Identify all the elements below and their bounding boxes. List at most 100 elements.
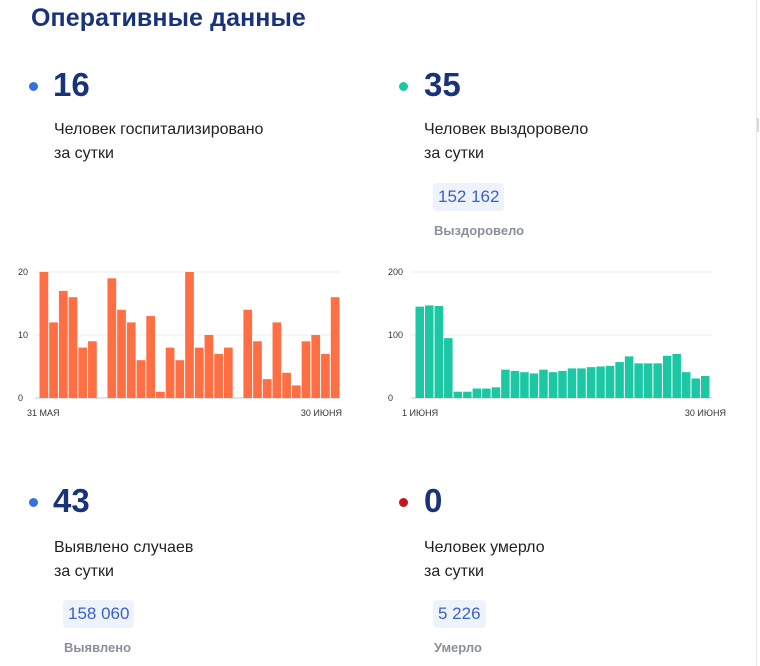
recov-bar	[634, 363, 643, 398]
recov-bar	[653, 363, 662, 398]
recov-bar	[482, 388, 491, 398]
hosp-bar	[107, 278, 117, 398]
detected-caption: Выявлено случаев за сутки	[54, 536, 193, 584]
died-caption-line1: Человек умерло	[424, 539, 545, 556]
hosp-bar	[272, 322, 282, 398]
recov-bar	[472, 388, 482, 398]
hosp-bar	[165, 347, 175, 398]
recovered-dot	[399, 82, 408, 91]
recov-bar	[700, 375, 710, 398]
hosp-bar	[126, 322, 136, 398]
hosp-bar	[58, 290, 68, 398]
recov-bar	[520, 372, 529, 398]
hosp-ytick-label: 20	[18, 267, 28, 277]
recov-bar	[662, 355, 672, 398]
detected-total-label: Выявлено	[64, 640, 132, 655]
hosp-bar	[262, 379, 272, 398]
hosp-bar	[291, 385, 301, 398]
hosp-xtick-start: 31 МАЯ	[27, 408, 60, 418]
hosp-bar	[117, 309, 126, 398]
recov-bar	[425, 305, 434, 398]
hosp-bar	[39, 272, 49, 398]
hosp-bar	[136, 360, 146, 398]
hosp-bar	[78, 347, 88, 398]
hosp-bar	[49, 322, 58, 398]
hosp-xtick-end: 30 ИЮНЯ	[301, 408, 342, 418]
hosp-bar	[185, 272, 194, 398]
hospitalized-bar-chart: 0 10 20 31 МАЯ 30 ИЮНЯ	[18, 267, 342, 418]
recov-bar	[567, 368, 577, 398]
recov-bar	[643, 363, 653, 398]
recov-bar	[501, 369, 510, 398]
recovered-total-chip: 152 162	[433, 183, 505, 211]
recov-bar	[491, 387, 501, 398]
hosp-bar	[253, 341, 262, 398]
hosp-bar	[204, 335, 214, 398]
recov-bar	[415, 306, 425, 398]
died-total-chip: 5 226	[433, 600, 486, 628]
recov-ytick-label: 200	[388, 267, 403, 277]
died-caption: Человек умерло за сутки	[424, 536, 545, 584]
recov-bar	[691, 378, 700, 398]
recov-bar	[453, 391, 463, 398]
recov-bar	[548, 372, 558, 398]
recov-bar	[510, 370, 520, 398]
recov-bar	[681, 372, 691, 398]
hosp-bar	[223, 347, 233, 398]
died-total-label: Умерло	[434, 640, 482, 655]
recov-bar	[577, 368, 586, 398]
recov-bar	[615, 362, 624, 398]
hosp-bar	[156, 391, 165, 398]
hosp-bar	[175, 360, 185, 398]
hosp-bar	[311, 335, 321, 398]
recov-xtick-start: 1 ИЮНЯ	[402, 408, 438, 418]
hosp-bar	[88, 341, 97, 398]
hospitalized-dot	[29, 82, 38, 91]
hosp-ytick-label: 0	[18, 393, 23, 403]
detected-caption-line2: за сутки	[54, 563, 114, 580]
detected-caption-line1: Выявлено случаев	[54, 539, 194, 556]
detected-total-chip: 158 060	[63, 600, 135, 628]
detected-dot	[29, 498, 38, 507]
hospitalized-caption: Человек госпитализировано за сутки	[54, 118, 263, 166]
died-value: 0	[424, 482, 443, 519]
hosp-ytick-label: 10	[18, 330, 28, 340]
recov-xtick-end: 30 ИЮНЯ	[685, 408, 726, 418]
recovered-caption: Человек выздоровело за сутки	[424, 118, 588, 166]
recov-bar	[529, 373, 539, 398]
recovered-caption-line2: за сутки	[424, 145, 484, 162]
recov-bar	[586, 367, 596, 398]
hospitalized-value: 16	[53, 66, 90, 103]
hosp-bar	[146, 316, 156, 398]
hospitalized-caption-line2: за сутки	[54, 145, 114, 162]
recovered-bar-chart: 0 100 200 1 ИЮНЯ 30 ИЮНЯ	[388, 267, 726, 418]
hospitalized-caption-line1: Человек госпитализировано	[54, 121, 264, 138]
detected-value: 43	[53, 482, 90, 519]
page-edge-line	[756, 0, 757, 666]
hosp-bar	[321, 353, 330, 398]
recov-bar	[434, 306, 444, 398]
recov-bar	[672, 353, 681, 398]
died-dot	[399, 498, 408, 507]
recov-bar	[558, 370, 567, 398]
recov-ytick-label: 0	[388, 393, 393, 403]
hosp-bar	[68, 297, 78, 398]
recov-bar	[539, 369, 548, 398]
recov-bar	[444, 338, 453, 398]
hosp-bar	[214, 353, 223, 398]
hosp-bar	[282, 372, 291, 398]
page-edge-marker	[757, 118, 759, 132]
page-title: Оперативные данные	[31, 4, 306, 32]
hosp-bar	[330, 297, 340, 398]
recov-bar	[596, 366, 605, 398]
recov-bar	[624, 356, 634, 398]
recov-bar	[605, 365, 615, 398]
recovered-caption-line1: Человек выздоровело	[424, 121, 589, 138]
recov-ytick-label: 100	[388, 330, 403, 340]
died-caption-line2: за сутки	[424, 563, 484, 580]
hosp-bar	[243, 309, 253, 398]
recov-bar	[463, 391, 472, 398]
recovered-total-label: Выздоровело	[434, 223, 525, 238]
hosp-bar	[194, 347, 204, 398]
